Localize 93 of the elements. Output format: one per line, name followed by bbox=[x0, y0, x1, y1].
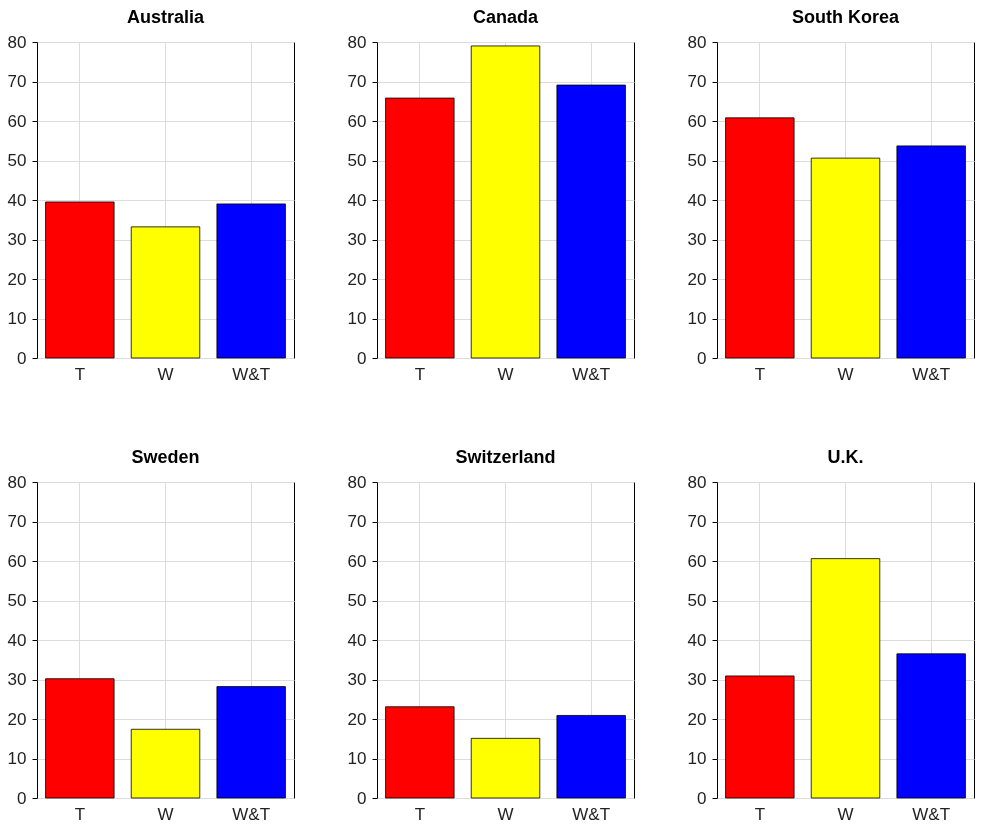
y-tick-label: 10 bbox=[7, 309, 27, 328]
y-tick-label: 60 bbox=[7, 111, 27, 131]
bar bbox=[216, 686, 286, 799]
bar bbox=[896, 145, 966, 359]
y-tick-label: 0 bbox=[17, 788, 27, 808]
y-tick-label: 70 bbox=[347, 72, 367, 91]
x-tick-label: W bbox=[497, 804, 514, 824]
y-tick-label: 10 bbox=[347, 309, 367, 328]
x-tick-label: W bbox=[497, 364, 514, 384]
y-tick-label: 0 bbox=[357, 348, 367, 368]
x-tick-label: W&T bbox=[232, 364, 271, 384]
y-tick-label: 50 bbox=[347, 591, 367, 610]
y-tick-label: 0 bbox=[357, 788, 367, 808]
y-tick-label: 40 bbox=[347, 630, 367, 650]
y-tick-label: 50 bbox=[687, 151, 707, 170]
bar bbox=[45, 201, 115, 359]
bar bbox=[810, 558, 881, 799]
chart-title: Switzerland bbox=[455, 447, 556, 467]
y-tick-label: 80 bbox=[7, 472, 27, 492]
x-tick-label: T bbox=[754, 804, 766, 824]
bar bbox=[470, 45, 541, 359]
y-tick-label: 0 bbox=[17, 348, 27, 368]
y-tick-label: 30 bbox=[347, 670, 367, 689]
y-tick-label: 70 bbox=[7, 72, 27, 91]
bar bbox=[725, 675, 795, 799]
x-tick-label: T bbox=[74, 364, 86, 384]
y-tick-label: 80 bbox=[687, 472, 707, 492]
x-tick-label: T bbox=[754, 364, 766, 384]
y-tick-label: 20 bbox=[687, 709, 707, 729]
y-tick-label: 70 bbox=[347, 512, 367, 531]
y-tick-label: 50 bbox=[7, 151, 27, 170]
y-tick-label: 40 bbox=[687, 190, 707, 210]
y-tick-label: 60 bbox=[687, 551, 707, 571]
y-tick-label: 30 bbox=[687, 230, 707, 249]
y-tick-label: 30 bbox=[7, 230, 27, 249]
y-tick-label: 60 bbox=[347, 551, 367, 571]
x-tick-label: W&T bbox=[912, 804, 951, 824]
y-tick-label: 40 bbox=[687, 630, 707, 650]
y-tick-label: 20 bbox=[347, 709, 367, 729]
y-tick-label: 0 bbox=[697, 788, 707, 808]
chart-title: Sweden bbox=[131, 447, 200, 467]
bar bbox=[385, 97, 455, 359]
y-tick-label: 70 bbox=[687, 512, 707, 531]
bar bbox=[45, 678, 115, 799]
y-tick-label: 30 bbox=[347, 230, 367, 249]
y-tick-label: 20 bbox=[7, 709, 27, 729]
y-tick-label: 80 bbox=[347, 472, 367, 492]
y-tick-label: 20 bbox=[7, 269, 27, 289]
chart-title: U.K. bbox=[827, 447, 864, 467]
x-tick-label: W bbox=[837, 364, 854, 384]
x-tick-label: W&T bbox=[232, 804, 271, 824]
bar bbox=[130, 728, 201, 799]
y-tick-label: 20 bbox=[687, 269, 707, 289]
y-tick-label: 80 bbox=[7, 32, 27, 52]
y-tick-label: 70 bbox=[7, 512, 27, 531]
y-tick-label: 30 bbox=[687, 670, 707, 689]
y-tick-label: 30 bbox=[7, 670, 27, 689]
x-tick-label: W&T bbox=[572, 804, 611, 824]
y-tick-label: 10 bbox=[687, 309, 707, 328]
x-tick-label: T bbox=[414, 364, 426, 384]
y-tick-label: 80 bbox=[687, 32, 707, 52]
y-tick-label: 60 bbox=[687, 111, 707, 131]
x-tick-label: W bbox=[157, 804, 174, 824]
x-tick-label: W&T bbox=[912, 364, 951, 384]
y-tick-label: 40 bbox=[7, 190, 27, 210]
bar bbox=[216, 203, 286, 359]
y-tick-label: 40 bbox=[7, 630, 27, 650]
y-tick-label: 60 bbox=[7, 551, 27, 571]
x-tick-label: W bbox=[837, 804, 854, 824]
y-tick-label: 50 bbox=[7, 591, 27, 610]
bar bbox=[556, 84, 626, 359]
y-tick-label: 20 bbox=[347, 269, 367, 289]
y-tick-label: 50 bbox=[687, 591, 707, 610]
bar bbox=[810, 157, 881, 359]
chart-title: Canada bbox=[472, 7, 539, 27]
y-tick-label: 40 bbox=[347, 190, 367, 210]
x-tick-label: T bbox=[414, 804, 426, 824]
y-tick-label: 10 bbox=[687, 749, 707, 768]
bar bbox=[725, 117, 795, 359]
bar bbox=[896, 653, 966, 799]
chart-title: South Korea bbox=[791, 7, 900, 27]
y-tick-label: 50 bbox=[347, 151, 367, 170]
y-tick-label: 70 bbox=[687, 72, 707, 91]
y-tick-label: 0 bbox=[697, 348, 707, 368]
y-tick-label: 60 bbox=[347, 111, 367, 131]
x-tick-label: W bbox=[157, 364, 174, 384]
x-tick-label: T bbox=[74, 804, 86, 824]
y-tick-label: 10 bbox=[347, 749, 367, 768]
x-tick-label: W&T bbox=[572, 364, 611, 384]
y-tick-label: 10 bbox=[7, 749, 27, 768]
chart-title: Australia bbox=[126, 7, 205, 27]
y-tick-label: 80 bbox=[347, 32, 367, 52]
bar bbox=[130, 226, 201, 359]
